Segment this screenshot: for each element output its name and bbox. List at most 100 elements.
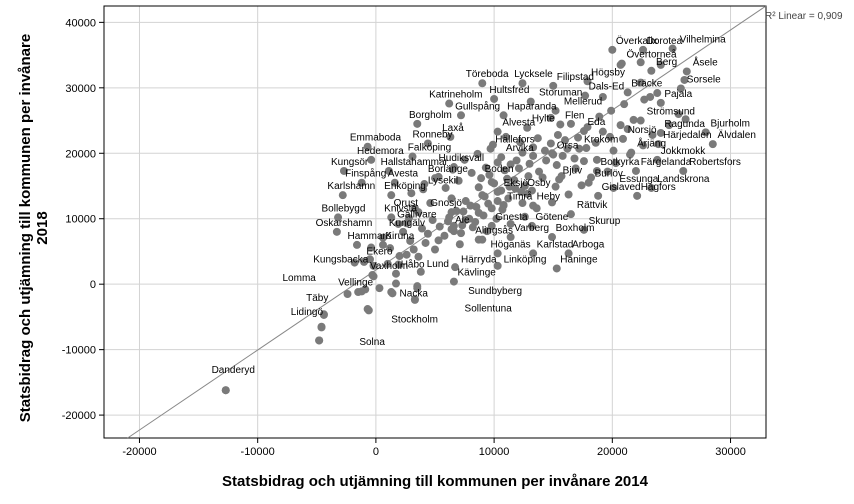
data-point [564, 190, 573, 199]
point-label: Arboga [572, 239, 605, 250]
point-label: Katrineholm [429, 90, 482, 101]
fit-line-label: R² Linear = 0,909 [765, 11, 843, 22]
data-point [579, 157, 588, 166]
data-point [367, 243, 376, 252]
data-point [390, 178, 399, 187]
data-point [417, 224, 426, 233]
data-point [555, 175, 564, 184]
data-point [352, 240, 361, 249]
point-label: Rättvik [577, 200, 609, 211]
data-point [676, 84, 685, 93]
data-point [363, 142, 372, 151]
data-point [504, 194, 513, 203]
data-point [315, 336, 324, 345]
data-point [564, 249, 573, 258]
point-label: Ragunda [664, 119, 705, 130]
data-point [416, 267, 425, 276]
grid-lines [104, 6, 766, 438]
data-point [549, 150, 558, 159]
point-label: Mellerud [564, 97, 602, 108]
data-point [339, 166, 348, 175]
data-point [629, 115, 638, 124]
point-label: Robertsfors [689, 157, 741, 168]
point-label: Storuman [539, 88, 582, 99]
point-label: Töreboda [466, 69, 509, 80]
point-label: Boxholm [556, 223, 595, 234]
data-point [473, 149, 482, 158]
data-point [499, 201, 508, 210]
point-label: Botkyrka [601, 157, 640, 168]
data-point [633, 191, 642, 200]
data-point [503, 174, 512, 183]
data-point [518, 199, 527, 208]
data-point [493, 187, 502, 196]
data-point [526, 97, 535, 106]
data-point [617, 59, 626, 68]
x-axis-title: Statsbidrag och utjämning till kommunen … [222, 473, 649, 490]
data-point [455, 240, 464, 249]
data-point [493, 249, 502, 258]
point-label: Hallstahammar [381, 157, 449, 168]
data-point [566, 210, 575, 219]
point-label: Emmaboda [350, 133, 402, 144]
data-point [581, 91, 590, 100]
point-label: Älvdalen [718, 129, 756, 141]
point-label: Arvika [506, 143, 534, 154]
data-point [648, 130, 657, 139]
data-point [423, 139, 432, 148]
point-label: Essunga [619, 174, 658, 185]
data-point [533, 134, 542, 143]
data-point [402, 219, 411, 228]
point-label: Berg [656, 57, 677, 68]
data-point [627, 148, 636, 157]
data-point [618, 134, 627, 143]
point-label: Dorotea [647, 36, 683, 47]
point-label: Alingsås [475, 225, 513, 237]
data-point [682, 67, 691, 76]
data-point [620, 100, 629, 109]
y-axis-ticks: -20000 -10000 0 10000 20000 30000 40000 [62, 17, 104, 422]
data-point [408, 152, 417, 161]
data-point [631, 166, 640, 175]
data-point [605, 132, 614, 141]
x-axis-ticks: -20000 -10000 0 10000 20000 30000 [122, 438, 746, 458]
data-point [512, 156, 521, 165]
data-point [407, 189, 416, 198]
data-point [459, 207, 468, 216]
data-point [609, 183, 618, 192]
data-point [506, 219, 515, 228]
data-point [426, 199, 435, 208]
point-label: Hammarö [348, 231, 392, 242]
data-point [446, 132, 455, 141]
data-point [487, 204, 496, 213]
data-point [369, 261, 378, 270]
x-tick-label: 20000 [597, 446, 628, 458]
point-label: Orsa [557, 141, 579, 152]
point-label: Hultsfred [489, 85, 529, 96]
point-label: Gislaved [602, 182, 641, 193]
data-point [548, 198, 557, 207]
point-label: Krokom [584, 135, 618, 146]
point-label: Danderyd [212, 365, 255, 376]
point-label: Enköping [384, 181, 426, 192]
data-point [639, 45, 648, 54]
data-point [540, 146, 549, 155]
data-point [395, 252, 404, 261]
data-point [609, 146, 618, 155]
data-point [428, 216, 437, 225]
data-point [551, 182, 560, 191]
point-label: Lycksele [514, 69, 553, 80]
data-point [598, 92, 607, 101]
data-point [623, 125, 632, 134]
data-point [542, 156, 551, 165]
data-point [483, 227, 492, 236]
y-axis-title-line2: 2018 [34, 211, 51, 244]
data-point [579, 127, 588, 136]
data-point [647, 66, 656, 75]
data-point [493, 261, 502, 270]
data-point [501, 132, 510, 141]
point-label: Laxå [442, 122, 464, 134]
point-label: Oskarshamn [316, 218, 373, 229]
point-label: Gullspång [455, 100, 500, 112]
point-label: Kävlinge [457, 268, 496, 279]
